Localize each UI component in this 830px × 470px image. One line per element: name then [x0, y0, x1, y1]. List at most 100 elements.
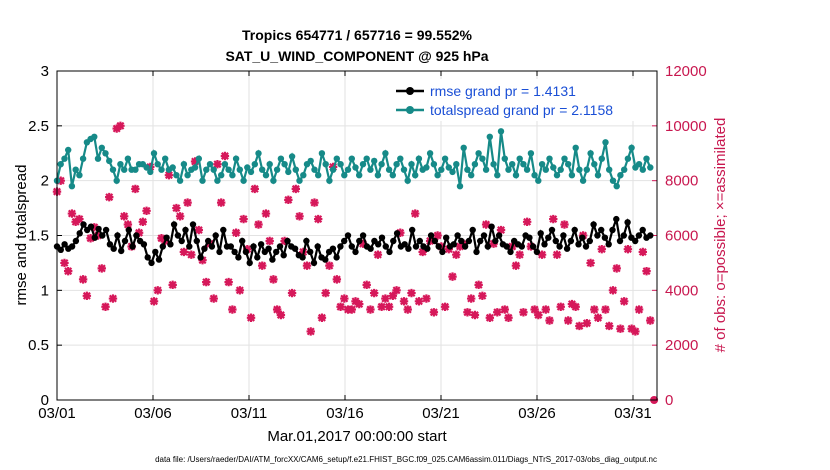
spread-point [229, 172, 236, 179]
obs-marker [108, 294, 118, 303]
rmse-point [61, 241, 68, 248]
spread-point [583, 166, 590, 173]
spread-point [538, 161, 546, 168]
rmse-point [208, 243, 216, 250]
obs-marker [556, 302, 565, 311]
spread-point [341, 172, 348, 179]
rmse-point [337, 243, 344, 250]
spread-point [292, 166, 299, 173]
rmse-point [265, 245, 272, 252]
obs-marker [179, 247, 189, 257]
rmse-point [205, 237, 212, 245]
spread-point [255, 150, 262, 157]
obs-marker [112, 124, 121, 133]
y-tick-label: 1.5 [28, 228, 49, 245]
spread-point [445, 164, 452, 171]
spread-point [154, 161, 161, 168]
spread-point [598, 155, 605, 162]
obs-marker [101, 302, 110, 311]
obs-marker [485, 313, 495, 322]
spread-point [199, 177, 206, 184]
obs-marker [313, 214, 323, 224]
rmse-point [473, 248, 480, 256]
obs-marker [549, 214, 558, 224]
obs-marker [164, 170, 174, 180]
obs-marker [642, 266, 651, 276]
obs-marker [246, 313, 256, 322]
rmse-point [193, 237, 200, 245]
obs-marker [71, 217, 80, 226]
spread-point [523, 166, 531, 173]
obs-marker [168, 280, 177, 290]
obs-marker [582, 319, 592, 328]
obs-marker [545, 316, 554, 325]
spread-point [635, 161, 643, 168]
spread-point [169, 164, 176, 171]
obs-marker [590, 305, 599, 314]
rmse-point [635, 232, 643, 239]
obs-marker [172, 203, 181, 213]
obs-marker [239, 214, 248, 224]
rmse-point [352, 248, 359, 256]
rmse-point [450, 241, 457, 248]
spread-point [512, 172, 520, 179]
rmse-point [567, 237, 575, 245]
rmse-point [412, 243, 420, 250]
rmse-point [303, 237, 310, 245]
obs-marker [198, 255, 207, 265]
rmse-point [647, 232, 654, 239]
obs-marker [638, 247, 648, 257]
rmse-point [616, 237, 624, 245]
x-tick-label: 03/21 [422, 405, 460, 422]
rmse-point [284, 237, 291, 245]
obs-marker [86, 234, 95, 243]
spread-point [102, 150, 109, 157]
x-tick-label: 03/26 [518, 405, 556, 422]
spread-point [471, 161, 479, 168]
obs-marker [504, 313, 513, 322]
rmse-point [254, 254, 261, 261]
spread-line [55, 131, 652, 189]
obs-marker [291, 184, 301, 194]
spread-point [557, 166, 564, 173]
obs-marker [571, 302, 580, 311]
obs-marker [216, 198, 226, 207]
spread-point [225, 166, 232, 173]
spread-point [542, 166, 549, 173]
rmse-point [144, 254, 151, 261]
obs-marker [489, 239, 498, 248]
obs-marker [261, 209, 271, 218]
spread-point [124, 155, 132, 162]
obs-marker [332, 275, 342, 284]
obs-marker [265, 236, 274, 246]
spread-point [344, 166, 352, 173]
rmse-point [129, 243, 136, 250]
spread-point [68, 183, 76, 190]
spread-point [109, 166, 117, 173]
spread-point [57, 161, 64, 168]
spread-point [412, 172, 419, 179]
rmse-point [503, 243, 510, 250]
obs-marker [388, 291, 398, 301]
obs-marker [396, 228, 405, 237]
spread-point [479, 155, 486, 162]
rmse-point [76, 230, 83, 237]
rmse-point [257, 241, 265, 248]
rmse-point [348, 243, 355, 250]
rmse-point [594, 232, 601, 239]
obs-marker [254, 220, 263, 229]
spread-point [244, 164, 251, 171]
spread-point [218, 172, 225, 179]
rmse-point [492, 237, 499, 245]
obs-marker [202, 277, 211, 287]
obs-marker [310, 198, 319, 207]
x-axis-ticks: 03/01 03/06 03/11 03/16 03/21 03/26 03/31 [38, 71, 652, 422]
y-axis-label: rmse and totalspread [13, 165, 30, 306]
rmse-point [250, 243, 257, 250]
obs-marker [138, 217, 148, 226]
rmse-point [382, 243, 389, 250]
series-layer [53, 128, 654, 267]
obs-marker [194, 225, 203, 235]
spread-point [397, 155, 404, 162]
obs-marker [634, 305, 644, 314]
